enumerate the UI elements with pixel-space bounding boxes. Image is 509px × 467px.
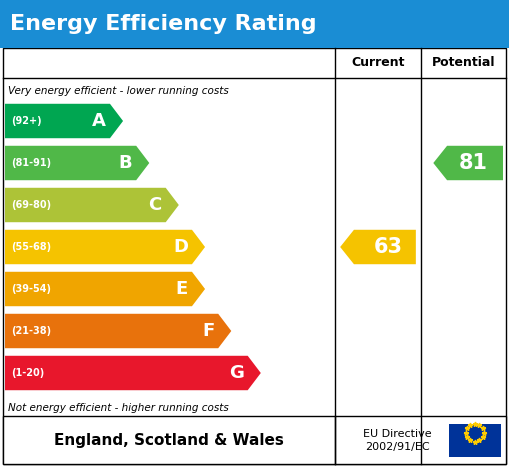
Text: (69-80): (69-80) <box>11 200 51 210</box>
Text: England, Scotland & Wales: England, Scotland & Wales <box>54 432 284 447</box>
Bar <box>449 424 501 457</box>
Text: (1-20): (1-20) <box>11 368 44 378</box>
Text: Not energy efficient - higher running costs: Not energy efficient - higher running co… <box>8 403 229 413</box>
Polygon shape <box>433 146 503 180</box>
Text: E: E <box>176 280 188 298</box>
Text: B: B <box>119 154 132 172</box>
Polygon shape <box>5 356 261 390</box>
Text: Current: Current <box>351 57 405 70</box>
Polygon shape <box>5 272 205 306</box>
Bar <box>3 416 506 464</box>
Text: (21-38): (21-38) <box>11 326 51 336</box>
Text: 2002/91/EC: 2002/91/EC <box>364 442 429 452</box>
Text: Very energy efficient - lower running costs: Very energy efficient - lower running co… <box>8 86 229 96</box>
Text: EU Directive: EU Directive <box>363 429 431 439</box>
Polygon shape <box>5 188 179 222</box>
Bar <box>3 48 506 464</box>
Text: G: G <box>229 364 244 382</box>
Text: D: D <box>173 238 188 256</box>
Bar <box>0 0 509 48</box>
Text: (81-91): (81-91) <box>11 158 51 168</box>
Polygon shape <box>5 314 231 348</box>
Text: A: A <box>92 112 106 130</box>
Polygon shape <box>340 230 416 264</box>
Text: (92+): (92+) <box>11 116 42 126</box>
Polygon shape <box>5 104 123 138</box>
Text: Energy Efficiency Rating: Energy Efficiency Rating <box>10 14 317 34</box>
Text: (39-54): (39-54) <box>11 284 51 294</box>
Polygon shape <box>5 146 149 180</box>
Text: 81: 81 <box>459 153 488 173</box>
Text: C: C <box>149 196 162 214</box>
Text: Potential: Potential <box>432 57 495 70</box>
Polygon shape <box>5 230 205 264</box>
Text: (55-68): (55-68) <box>11 242 51 252</box>
Text: 63: 63 <box>374 237 403 257</box>
Text: F: F <box>202 322 214 340</box>
